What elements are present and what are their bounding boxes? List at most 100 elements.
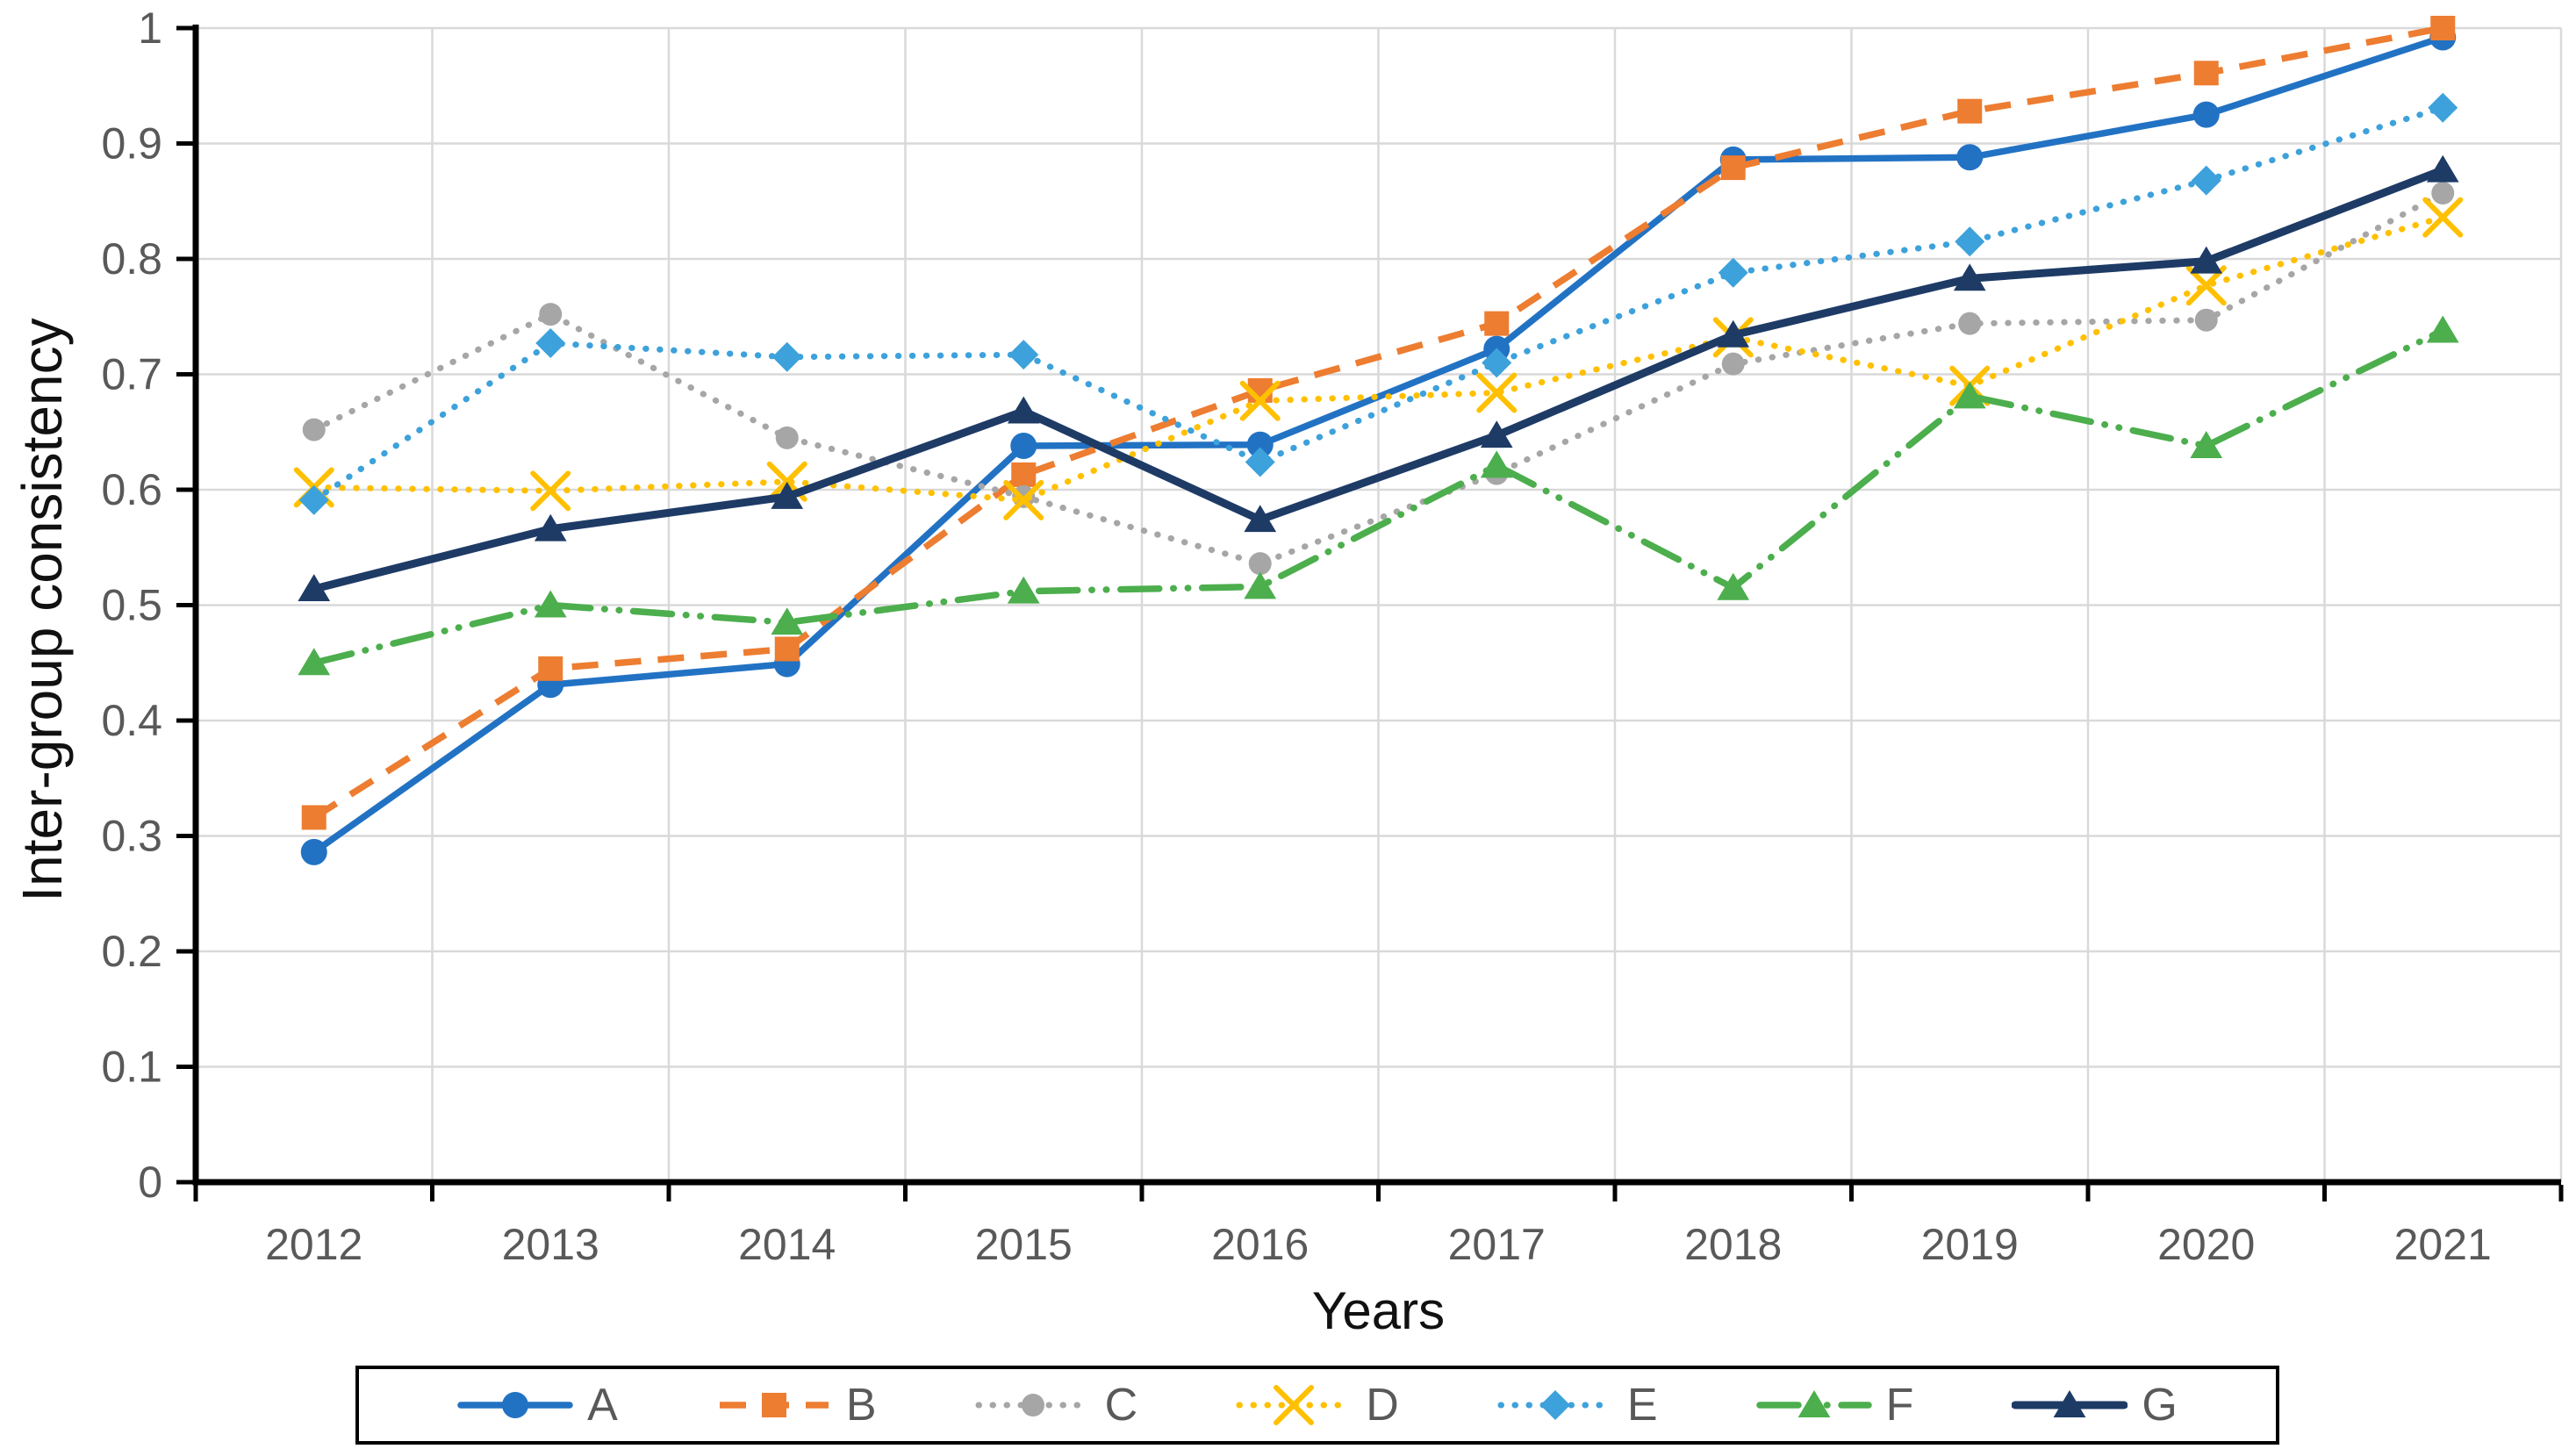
legend-swatch-E bbox=[1497, 1390, 1613, 1420]
legend-swatch-marker bbox=[1797, 1390, 1830, 1417]
y-tick-label: 0.4 bbox=[101, 696, 162, 745]
series-E-marker bbox=[771, 341, 802, 372]
series-E bbox=[298, 92, 2458, 515]
legend-swatch-C bbox=[975, 1394, 1091, 1417]
series-A-line bbox=[311, 33, 2446, 856]
axes bbox=[176, 25, 2564, 1201]
y-tick-label: 0.7 bbox=[101, 350, 162, 399]
series-F-marker bbox=[2426, 315, 2459, 343]
legend-swatch-marker bbox=[1539, 1390, 1570, 1420]
series-B-line bbox=[312, 25, 2443, 821]
series-D-marker bbox=[2422, 197, 2464, 238]
x-tick-label: 2017 bbox=[1448, 1220, 1546, 1269]
legend-item-F: F bbox=[1755, 1379, 1914, 1431]
y-tick-label: 0.8 bbox=[101, 234, 162, 283]
series-F-marker bbox=[1244, 571, 1277, 599]
series-G-marker bbox=[2190, 246, 2223, 274]
x-tick-label: 2016 bbox=[1211, 1220, 1309, 1269]
legend-label-E: E bbox=[1626, 1380, 1658, 1431]
series-G-marker bbox=[1480, 420, 1513, 448]
legend-swatch-marker bbox=[502, 1392, 529, 1418]
series-F-marker bbox=[298, 648, 331, 676]
legend-label-B: B bbox=[845, 1380, 877, 1431]
series-B-marker bbox=[1484, 311, 1510, 336]
series-B-marker bbox=[301, 805, 326, 830]
y-tick-label: 0.2 bbox=[101, 927, 162, 976]
legend-item-G: G bbox=[2012, 1379, 2178, 1431]
x-axis-title: Years bbox=[1311, 1281, 1446, 1340]
y-tick-label: 0.5 bbox=[101, 581, 162, 630]
series-E-marker bbox=[1955, 226, 1985, 257]
legend-label-F: F bbox=[1885, 1380, 1914, 1431]
legend-box: A B C D E F G bbox=[355, 1366, 2279, 1445]
series-B-marker bbox=[774, 636, 800, 662]
legend-label-C: C bbox=[1104, 1380, 1138, 1431]
legend-item-D: D bbox=[1236, 1379, 1399, 1431]
series-G-marker bbox=[534, 513, 567, 542]
y-tick-label: 0.1 bbox=[101, 1043, 162, 1092]
series-C-marker bbox=[539, 303, 563, 326]
legend-label-G: G bbox=[2142, 1380, 2178, 1431]
series-C-line bbox=[311, 190, 2446, 567]
series-G-marker bbox=[298, 574, 331, 602]
y-axis-title: Inter-group consistency bbox=[11, 318, 74, 902]
series-E-marker bbox=[2428, 92, 2458, 123]
series-E-marker bbox=[1482, 348, 1512, 378]
series-B-marker bbox=[538, 656, 563, 681]
series-A-marker bbox=[1956, 144, 1984, 171]
series-E-marker bbox=[1718, 257, 1748, 288]
series-B-marker bbox=[1011, 462, 1037, 487]
series-F-marker bbox=[771, 607, 804, 635]
y-tick-label: 0.9 bbox=[101, 119, 162, 169]
series-C-marker bbox=[302, 418, 326, 441]
series-B-marker bbox=[1957, 98, 1983, 124]
series-G-line bbox=[310, 166, 2447, 593]
series-G-marker bbox=[1244, 505, 1277, 533]
series-D-marker bbox=[1239, 380, 1281, 421]
legend-swatch-marker bbox=[1021, 1394, 1044, 1417]
x-tick-label: 2013 bbox=[502, 1220, 599, 1269]
x-tick-label: 2015 bbox=[975, 1220, 1073, 1269]
series-C-marker bbox=[1958, 312, 1982, 335]
series-E-marker bbox=[1245, 447, 1275, 477]
series-C-marker bbox=[1721, 352, 1745, 376]
series-C-marker bbox=[775, 426, 799, 449]
y-tick-label: 1 bbox=[138, 4, 162, 53]
legend-swatch-G bbox=[2012, 1390, 2128, 1417]
legend-swatch-F bbox=[1755, 1390, 1872, 1417]
series-D-marker bbox=[2185, 265, 2227, 306]
legend-swatch-A bbox=[457, 1392, 573, 1418]
legend-item-E: E bbox=[1497, 1379, 1658, 1431]
x-tick-label: 2012 bbox=[265, 1220, 362, 1269]
series-E-marker bbox=[1008, 340, 1039, 370]
legend-item-B: B bbox=[716, 1379, 877, 1431]
series-G bbox=[298, 154, 2459, 602]
x-tick-label: 2018 bbox=[1684, 1220, 1782, 1269]
series-C-marker bbox=[1248, 552, 1272, 576]
series-B-marker bbox=[2193, 61, 2219, 86]
series-G-marker bbox=[2426, 154, 2459, 183]
series-A-marker bbox=[1246, 431, 1274, 458]
series-D-marker bbox=[530, 470, 571, 512]
series-F-marker bbox=[1717, 572, 1750, 600]
legend-swatch-marker bbox=[1274, 1385, 1315, 1425]
series-B bbox=[301, 16, 2456, 830]
series-G-marker bbox=[1007, 396, 1040, 424]
series-A-marker bbox=[300, 838, 327, 865]
legend-swatch-marker bbox=[2054, 1390, 2086, 1417]
series-F-marker bbox=[1953, 381, 1986, 409]
series-D-marker bbox=[1003, 479, 1044, 520]
x-tick-label: 2019 bbox=[1921, 1220, 2019, 1269]
legend-swatch-marker bbox=[761, 1393, 786, 1417]
x-tick-label: 2020 bbox=[2157, 1220, 2255, 1269]
y-tick-label: 0.6 bbox=[101, 465, 162, 514]
legend-item-A: A bbox=[457, 1379, 618, 1431]
series-F-marker bbox=[1480, 450, 1513, 478]
legend-label-A: A bbox=[587, 1380, 618, 1431]
series-C-marker bbox=[2194, 308, 2218, 332]
legend-label-D: D bbox=[1366, 1380, 1399, 1431]
series-G-marker bbox=[1717, 319, 1750, 348]
